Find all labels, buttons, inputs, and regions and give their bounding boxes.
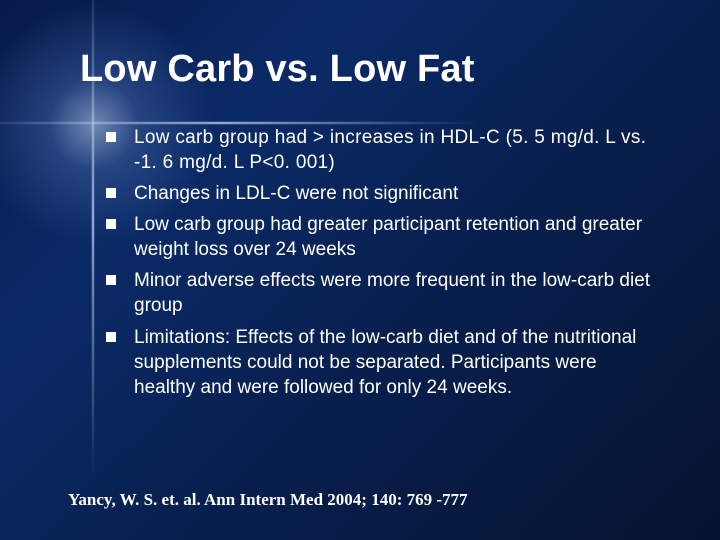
list-item: Low carb group had > increases in HDL-C … bbox=[106, 125, 660, 175]
bullet-list: Low carb group had > increases in HDL-C … bbox=[106, 125, 660, 400]
bullet-text: Low carb group had greater participant r… bbox=[134, 214, 642, 260]
citation-text: Yancy, W. S. et. al. Ann Intern Med 2004… bbox=[68, 490, 468, 510]
list-item: Limitations: Effects of the low-carb die… bbox=[106, 325, 660, 400]
slide-title: Low Carb vs. Low Fat bbox=[80, 48, 666, 91]
bullet-text: Limitations: Effects of the low-carb die… bbox=[134, 327, 636, 398]
bullet-text: Minor adverse effects were more frequent… bbox=[134, 270, 650, 316]
bullet-text: Low carb group had > increases in HDL-C … bbox=[134, 127, 646, 173]
bullet-text: Changes in LDL-C were not significant bbox=[134, 183, 458, 204]
list-item: Minor adverse effects were more frequent… bbox=[106, 268, 660, 318]
list-item: Changes in LDL-C were not significant bbox=[106, 181, 660, 206]
list-item: Low carb group had greater participant r… bbox=[106, 212, 660, 262]
slide-content: Low Carb vs. Low Fat Low carb group had … bbox=[0, 0, 720, 540]
